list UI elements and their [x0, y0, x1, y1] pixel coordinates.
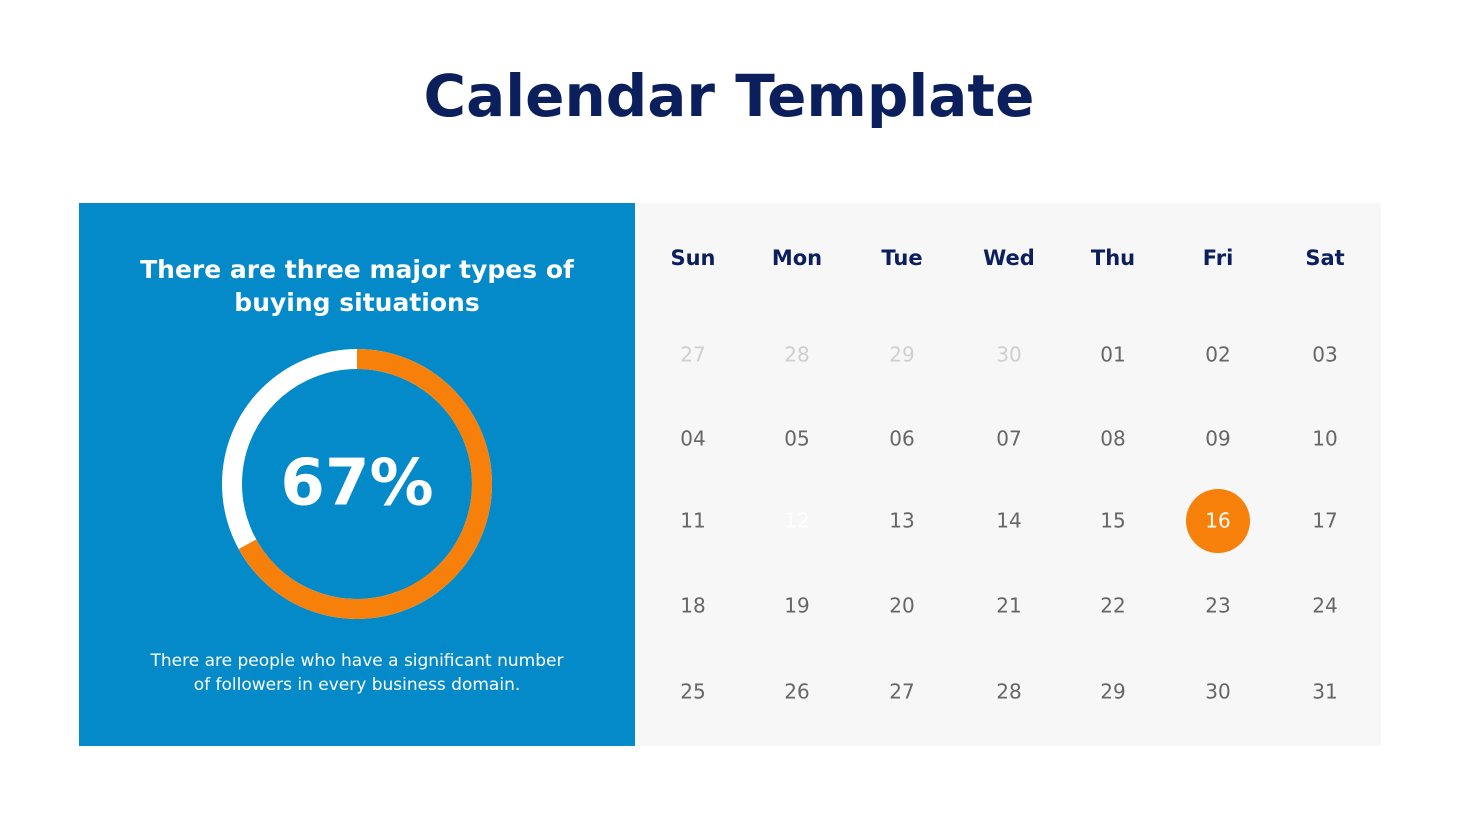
date: 15	[1100, 509, 1125, 533]
panel-body: There are people who have a significant …	[150, 651, 564, 671]
date: 13	[889, 509, 914, 533]
date: 23	[1205, 594, 1230, 618]
date: 10	[1312, 427, 1337, 451]
date: 20	[889, 594, 914, 618]
date: 28	[996, 680, 1021, 704]
date: 26	[784, 680, 809, 704]
highlight-marker	[1186, 489, 1250, 553]
date: 29	[889, 343, 914, 367]
date: 28	[784, 343, 809, 367]
panel-heading: There are three major types of	[140, 255, 575, 284]
date: 04	[680, 427, 705, 451]
day-header: Sun	[670, 246, 715, 270]
date: 07	[996, 427, 1021, 451]
date: 06	[889, 427, 914, 451]
donut-arc	[238, 349, 492, 619]
day-header: Thu	[1091, 246, 1135, 270]
date: 09	[1205, 427, 1230, 451]
day-header: Sat	[1305, 246, 1344, 270]
date: 21	[996, 594, 1021, 618]
panel-heading: buying situations	[234, 288, 479, 317]
donut-label: 67%	[280, 447, 433, 521]
date: 22	[1100, 594, 1125, 618]
date: 01	[1100, 343, 1125, 367]
date: 19	[784, 594, 809, 618]
date: 30	[1205, 680, 1230, 704]
info-panel	[79, 203, 635, 746]
date: 08	[1100, 427, 1125, 451]
date: 02	[1205, 343, 1230, 367]
title: Calendar Template	[424, 62, 1035, 130]
day-header: Fri	[1203, 246, 1234, 270]
calendar-panel	[635, 203, 1381, 746]
date: 25	[680, 680, 705, 704]
day-header: Tue	[881, 246, 922, 270]
day-header: Wed	[983, 246, 1035, 270]
date: 24	[1312, 594, 1337, 618]
panel-body: of followers in every business domain.	[194, 675, 521, 695]
date: 05	[784, 427, 809, 451]
date: 29	[1100, 680, 1125, 704]
date: 27	[889, 680, 914, 704]
date: 03	[1312, 343, 1337, 367]
date: 30	[996, 343, 1021, 367]
day-header: Mon	[772, 246, 822, 270]
date: 17	[1312, 509, 1337, 533]
date: 31	[1312, 680, 1337, 704]
date: 11	[680, 509, 705, 533]
date: 14	[996, 509, 1021, 533]
date: 18	[680, 594, 705, 618]
date: 12	[784, 509, 809, 533]
date: 16	[1205, 509, 1230, 533]
date: 27	[680, 343, 705, 367]
